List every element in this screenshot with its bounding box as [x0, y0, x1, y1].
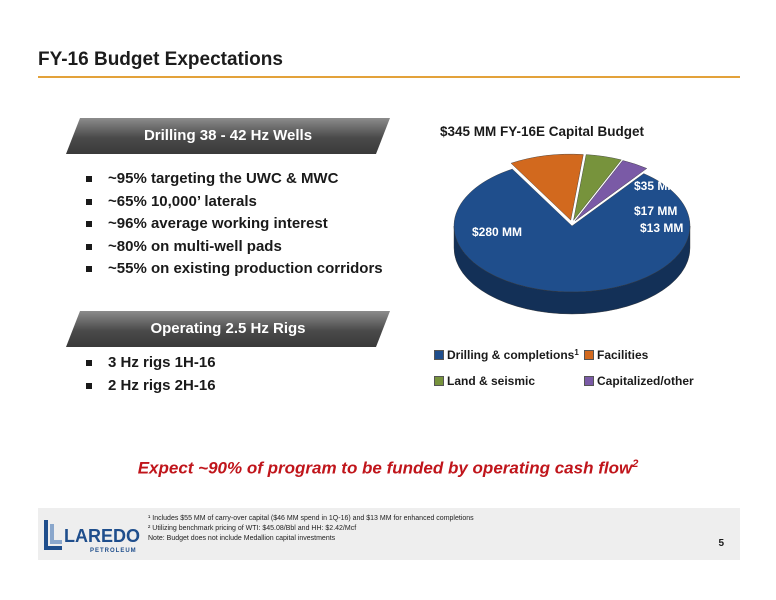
- list-item: ~96% average working interest: [80, 213, 383, 236]
- legend-item-land: Land & seismic: [434, 374, 535, 388]
- operating-bullet-list: 3 Hz rigs 1H-16 2 Hz rigs 2H-16: [80, 352, 216, 397]
- logo-text: LAREDO: [64, 526, 140, 546]
- footnote-marker: 2: [632, 458, 639, 470]
- legend-item-facilities: Facilities: [584, 348, 648, 362]
- list-item: ~95% targeting the UWC & MWC: [80, 168, 383, 191]
- operating-banner: Operating 2.5 Hz Rigs: [66, 311, 390, 347]
- list-item: ~55% on existing production corridors: [80, 258, 383, 281]
- list-item: 2 Hz rigs 2H-16: [80, 375, 216, 398]
- footnote-2: ² Utilizing benchmark pricing of WTI: $4…: [148, 525, 357, 532]
- legend-swatch: [584, 376, 594, 386]
- drilling-banner: Drilling 38 - 42 Hz Wells: [66, 118, 390, 154]
- legend-label: Capitalized/other: [597, 374, 694, 388]
- footnote-note: Note: Budget does not include Medallion …: [148, 535, 336, 542]
- legend-label: Facilities: [597, 348, 649, 362]
- laredo-logo: LAREDO PETROLEUM: [44, 520, 140, 554]
- pie-slice-land-seismic: [573, 154, 622, 221]
- data-label: $35 MM: [634, 179, 677, 193]
- drilling-bullet-list: ~95% targeting the UWC & MWC ~65% 10,000…: [80, 168, 383, 281]
- title-underline: [38, 76, 740, 78]
- list-item: ~80% on multi-well pads: [80, 236, 383, 259]
- chart-title: $345 MM FY-16E Capital Budget: [440, 124, 645, 139]
- cashflow-text: Expect ~90% of program to be funded by o…: [137, 458, 633, 478]
- data-label: $13 MM: [640, 221, 683, 235]
- legend-item-capitalized: Capitalized/other: [584, 374, 694, 388]
- list-item: 3 Hz rigs 1H-16: [80, 352, 216, 375]
- page-title: FY-16 Budget Expectations: [38, 49, 283, 70]
- legend-swatch: [434, 350, 444, 360]
- legend-label: Land & seismic: [447, 374, 536, 388]
- legend-item-drilling: Drilling & completions1: [434, 348, 579, 362]
- pie-slice-capitalized-other: [574, 160, 648, 221]
- capital-budget-pie-chart: $280 MM $35 MM $17 MM $13 MM: [453, 153, 691, 315]
- pie-slice-facilities: [510, 153, 584, 221]
- legend-swatch: [434, 376, 444, 386]
- footnote-1: ¹ Includes $55 MM of carry-over capital …: [148, 515, 474, 522]
- footer-bar: LAREDO PETROLEUM ¹ Includes $55 MM of ca…: [38, 508, 740, 560]
- data-label: $17 MM: [634, 204, 677, 218]
- cashflow-statement: Expect ~90% of program to be funded by o…: [0, 458, 776, 479]
- legend-swatch: [584, 350, 594, 360]
- footnotes: ¹ Includes $55 MM of carry-over capital …: [148, 514, 474, 544]
- legend-label: Drilling & completions: [447, 348, 575, 362]
- footnote-marker: 1: [574, 348, 579, 357]
- data-label: $280 MM: [472, 225, 522, 239]
- page-number: 5: [718, 538, 724, 549]
- list-item: ~65% 10,000’ laterals: [80, 191, 383, 214]
- pie-slice-drilling-completions: [453, 168, 691, 293]
- logo-subtext: PETROLEUM: [90, 548, 137, 554]
